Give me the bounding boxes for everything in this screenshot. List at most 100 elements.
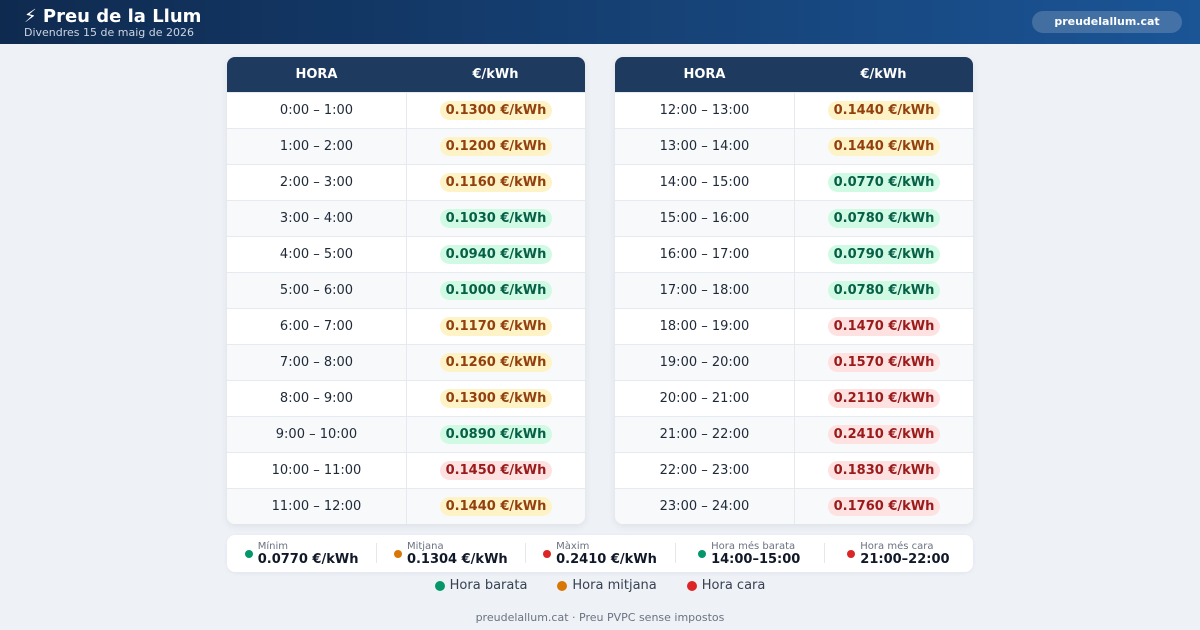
price-cell: 0.1260 €/kWh bbox=[406, 345, 585, 380]
table-row: 20:00 – 21:00 0.2110 €/kWh bbox=[615, 380, 973, 416]
stat-text: Màxim 0.2410 €/kWh bbox=[556, 541, 657, 567]
column-header: €/kWh bbox=[472, 67, 519, 82]
price-badge: 0.1450 €/kWh bbox=[439, 461, 553, 480]
hour-cell: 7:00 – 8:00 bbox=[279, 355, 354, 370]
legend-dot bbox=[434, 580, 445, 591]
legend-item: Hora mitjana bbox=[557, 578, 657, 593]
stat-text: Mínim 0.0770 €/kWh bbox=[258, 541, 359, 567]
table-row: 11:00 – 12:00 0.1440 €/kWh bbox=[227, 488, 585, 524]
column-header: €/kWh bbox=[860, 67, 907, 82]
stat-dot bbox=[698, 549, 707, 558]
price-badge: 0.1170 €/kWh bbox=[439, 317, 553, 336]
price-cell: 0.0890 €/kWh bbox=[406, 417, 585, 452]
table-row: 8:00 – 9:00 0.1300 €/kWh bbox=[227, 380, 585, 416]
stat-item: Mitjana 0.1304 €/kWh bbox=[376, 535, 525, 572]
price-badge: 0.1760 €/kWh bbox=[827, 497, 941, 516]
footer: preudelallum.cat · Preu PVPC sense impos… bbox=[475, 611, 725, 624]
table-row: 10:00 – 11:00 0.1450 €/kWh bbox=[227, 452, 585, 488]
hour-cell: 14:00 – 15:00 bbox=[659, 175, 750, 190]
stat-value: 0.2410 €/kWh bbox=[556, 551, 657, 567]
table-row: 15:00 – 16:00 0.0780 €/kWh bbox=[615, 200, 973, 236]
table-row: 21:00 – 22:00 0.2410 €/kWh bbox=[615, 416, 973, 452]
title: ⚡ Preu de la Llum bbox=[24, 6, 202, 27]
stat-label: Hora més barata bbox=[711, 540, 796, 552]
table-row: 14:00 – 15:00 0.0770 €/kWh bbox=[615, 164, 973, 200]
table-row: 17:00 – 18:00 0.0780 €/kWh bbox=[615, 272, 973, 308]
stat-text: Hora més cara 21:00–22:00 bbox=[860, 541, 949, 567]
table-row: 19:00 – 20:00 0.1570 €/kWh bbox=[615, 344, 973, 380]
header: ⚡ Preu de la Llum Divendres 15 de maig d… bbox=[0, 0, 1200, 44]
price-cell: 0.1300 €/kWh bbox=[406, 381, 585, 416]
price-cell: 0.1170 €/kWh bbox=[406, 309, 585, 344]
price-cell: 0.1440 €/kWh bbox=[406, 489, 585, 524]
hour-cell: 2:00 – 3:00 bbox=[279, 175, 354, 190]
stat-value: 0.0770 €/kWh bbox=[257, 551, 359, 567]
price-badge: 0.0940 €/kWh bbox=[439, 245, 553, 264]
price-cell: 0.0780 €/kWh bbox=[794, 273, 973, 308]
hour-cell: 20:00 – 21:00 bbox=[659, 391, 750, 406]
price-cell: 0.1200 €/kWh bbox=[406, 129, 585, 164]
price-badge: 0.1440 €/kWh bbox=[439, 497, 553, 516]
price-cell: 0.0790 €/kWh bbox=[794, 237, 973, 272]
price-badge: 0.1300 €/kWh bbox=[439, 389, 553, 408]
hour-cell: 23:00 – 24:00 bbox=[659, 499, 750, 514]
price-badge: 0.1200 €/kWh bbox=[439, 137, 553, 156]
table-row: 2:00 – 3:00 0.1160 €/kWh bbox=[227, 164, 585, 200]
table-header: HORA €/kWh bbox=[615, 57, 973, 92]
table-row: 7:00 – 8:00 0.1260 €/kWh bbox=[227, 344, 585, 380]
price-badge: 0.2110 €/kWh bbox=[827, 389, 941, 408]
table-row: 1:00 – 2:00 0.1200 €/kWh bbox=[227, 128, 585, 164]
table-row: 3:00 – 4:00 0.1030 €/kWh bbox=[227, 200, 585, 236]
price-cell: 0.1470 €/kWh bbox=[794, 309, 973, 344]
price-cell: 0.2110 €/kWh bbox=[794, 381, 973, 416]
column-header: HORA bbox=[683, 67, 726, 82]
stat-label: Hora més cara bbox=[860, 540, 934, 552]
table-row: 16:00 – 17:00 0.0790 €/kWh bbox=[615, 236, 973, 272]
hour-cell: 4:00 – 5:00 bbox=[279, 247, 354, 262]
stat-dot bbox=[244, 549, 253, 558]
legend-dot bbox=[557, 580, 568, 591]
table-row: 0:00 – 1:00 0.1300 €/kWh bbox=[227, 92, 585, 128]
price-cell: 0.1830 €/kWh bbox=[794, 453, 973, 488]
column-header: HORA bbox=[295, 67, 338, 82]
price-badge: 0.0890 €/kWh bbox=[439, 425, 553, 444]
legend-dot bbox=[686, 580, 697, 591]
hour-cell: 22:00 – 23:00 bbox=[659, 463, 750, 478]
price-table: HORA €/kWh 12:00 – 13:00 0.1440 €/kWh 13:00 … bbox=[615, 57, 973, 524]
price-table: HORA €/kWh 0:00 – 1:00 0.1300 €/kWh 1:00 – 2… bbox=[227, 57, 585, 524]
price-cell: 0.1160 €/kWh bbox=[406, 165, 585, 200]
price-badge: 0.1440 €/kWh bbox=[827, 101, 941, 120]
price-badge: 0.1830 €/kWh bbox=[827, 461, 941, 480]
price-badge: 0.0780 €/kWh bbox=[827, 281, 941, 300]
stat-item: Màxim 0.2410 €/kWh bbox=[525, 535, 674, 572]
table-row: 12:00 – 13:00 0.1440 €/kWh bbox=[615, 92, 973, 128]
hour-cell: 8:00 – 9:00 bbox=[279, 391, 354, 406]
price-badge: 0.0780 €/kWh bbox=[827, 209, 941, 228]
hour-cell: 18:00 – 19:00 bbox=[659, 319, 750, 334]
price-badge: 0.0770 €/kWh bbox=[827, 173, 941, 192]
stat-value: 21:00–22:00 bbox=[860, 551, 950, 567]
stat-item: Hora més barata 14:00–15:00 bbox=[674, 535, 824, 572]
stat-dot bbox=[543, 549, 552, 558]
price-cell: 0.1450 €/kWh bbox=[406, 453, 585, 488]
price-cell: 0.1300 €/kWh bbox=[406, 93, 585, 128]
hour-cell: 13:00 – 14:00 bbox=[659, 139, 750, 154]
stat-item: Hora més cara 21:00–22:00 bbox=[823, 535, 973, 572]
price-badge: 0.0790 €/kWh bbox=[827, 245, 941, 264]
legend-item: Hora cara bbox=[686, 578, 765, 593]
stats: Mínim 0.0770 €/kWh Mitjana 0.1304 €/kWh Màxi… bbox=[227, 535, 973, 572]
price-cell: 0.0780 €/kWh bbox=[794, 201, 973, 236]
table-row: 4:00 – 5:00 0.0940 €/kWh bbox=[227, 236, 585, 272]
hour-cell: 1:00 – 2:00 bbox=[279, 139, 354, 154]
price-badge: 0.2410 €/kWh bbox=[827, 425, 941, 444]
price-cell: 0.2410 €/kWh bbox=[794, 417, 973, 452]
legend-label: Hora mitjana bbox=[572, 578, 657, 593]
hour-cell: 6:00 – 7:00 bbox=[279, 319, 354, 334]
hour-cell: 0:00 – 1:00 bbox=[279, 103, 354, 118]
hour-cell: 3:00 – 4:00 bbox=[279, 211, 354, 226]
table-row: 9:00 – 10:00 0.0890 €/kWh bbox=[227, 416, 585, 452]
hour-cell: 15:00 – 16:00 bbox=[659, 211, 750, 226]
price-badge: 0.1030 €/kWh bbox=[439, 209, 553, 228]
table-row: 18:00 – 19:00 0.1470 €/kWh bbox=[615, 308, 973, 344]
